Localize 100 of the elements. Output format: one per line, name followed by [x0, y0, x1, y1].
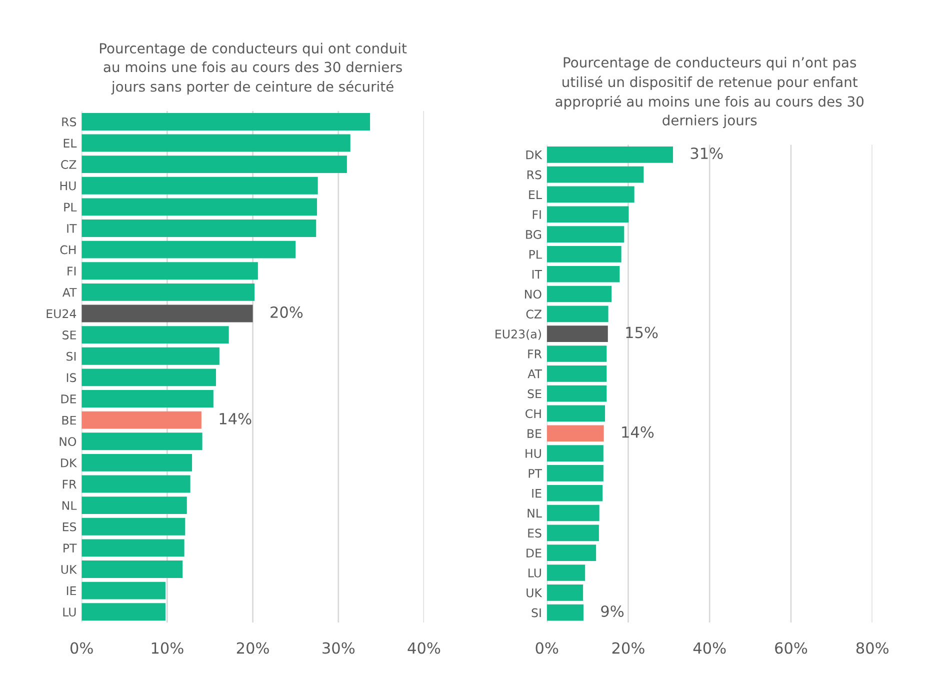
bar — [82, 368, 216, 386]
y-tick-label: FI — [68, 266, 76, 276]
y-tick-label: RS — [62, 117, 76, 126]
data-label: 15% — [626, 326, 658, 338]
y-tick-label: DE — [61, 394, 76, 404]
y-tick-label: DE — [526, 548, 542, 558]
bar — [82, 539, 184, 557]
y-tick-label: EU24 — [46, 309, 76, 318]
data-label: 14% — [622, 426, 654, 438]
bar — [82, 390, 214, 408]
x-tick-label: 60% — [775, 642, 808, 654]
bar — [82, 304, 253, 322]
bar — [546, 425, 604, 442]
y-tick-label: DK — [61, 458, 77, 468]
y-tick-label: HU — [526, 449, 541, 458]
bar — [82, 326, 229, 344]
bar — [82, 220, 316, 237]
bar — [82, 475, 190, 493]
bar — [82, 496, 187, 514]
bar — [546, 186, 634, 203]
bar — [82, 347, 220, 365]
x-tick-label: 10% — [152, 642, 184, 654]
y-tick-label: NO — [60, 437, 76, 446]
chart-title: Pourcentage de conducteurs qui n’ont pas utilisé un dispositif de retenue pour enfant approprié au moins une fois au cours des 30 derniers jours — [556, 56, 864, 128]
bar — [546, 564, 586, 581]
y-tick-label: LU — [63, 608, 76, 617]
bar — [546, 326, 608, 342]
bar — [546, 604, 584, 621]
y-tick-label: EL — [64, 138, 77, 148]
y-tick-label: NL — [528, 508, 542, 518]
y-tick-label: BG — [526, 230, 542, 239]
bar — [546, 166, 644, 183]
x-tick-label: 40% — [693, 642, 726, 654]
y-tick-label: CZ — [61, 160, 76, 169]
bar — [82, 283, 255, 301]
x-tick-label: 20% — [236, 642, 269, 654]
y-tick-label: CH — [526, 409, 541, 418]
y-tick-label: FI — [532, 210, 541, 219]
bar — [546, 484, 603, 502]
y-tick-label: IS — [66, 373, 76, 382]
y-tick-label: SE — [62, 330, 76, 340]
bar — [82, 560, 183, 578]
x-tick-label: 30% — [322, 642, 355, 654]
y-tick-label: LU — [528, 568, 541, 578]
bar — [546, 504, 600, 522]
bar — [82, 198, 317, 216]
bar — [82, 582, 166, 600]
chart-title: Pourcentage de conducteurs qui ont conduit au moins une fois au cours des 30 derniers jours sans porter de ceinture de sécurité — [100, 42, 407, 94]
y-tick-label: PL — [529, 250, 542, 259]
y-tick-label: IT — [67, 224, 77, 233]
y-tick-label: RS — [527, 170, 542, 180]
bar — [82, 454, 192, 472]
y-tick-label: ES — [62, 522, 76, 532]
y-tick-label: NL — [62, 501, 77, 510]
y-tick-label: NO — [525, 290, 542, 299]
bar — [82, 411, 202, 429]
x-tick-label: 80% — [856, 642, 888, 654]
bar — [546, 206, 629, 223]
bar — [82, 262, 258, 280]
y-tick-label: PT — [64, 544, 77, 552]
bar — [546, 365, 607, 382]
y-tick-label: BE — [62, 416, 76, 425]
y-tick-label: HU — [60, 182, 76, 190]
y-tick-label: EL — [529, 190, 542, 199]
x-tick-label: 20% — [612, 642, 644, 654]
y-tick-label: SI — [532, 608, 541, 618]
y-tick-label: IT — [532, 270, 542, 279]
bar — [82, 156, 347, 174]
y-tick-label: DK — [526, 150, 542, 160]
bar — [546, 465, 604, 482]
bar — [546, 385, 607, 402]
bar — [546, 246, 622, 262]
bar — [546, 146, 673, 163]
bar — [546, 544, 596, 562]
data-label: 9% — [601, 605, 624, 618]
bar — [82, 134, 350, 152]
bar — [546, 306, 608, 322]
y-tick-label: IE — [66, 586, 76, 596]
bar — [82, 603, 166, 621]
bar — [546, 445, 604, 462]
bar — [82, 518, 186, 536]
y-tick-label: CZ — [526, 310, 542, 319]
y-tick-label: FR — [528, 350, 542, 358]
bar — [82, 432, 202, 450]
bar — [82, 240, 296, 258]
y-tick-label: IE — [532, 488, 542, 498]
y-tick-label: SI — [66, 352, 76, 361]
x-tick-label: 40% — [408, 642, 440, 654]
bar — [82, 176, 318, 194]
y-tick-label: PL — [64, 202, 77, 212]
data-label: 31% — [690, 148, 723, 160]
bar — [546, 584, 584, 601]
data-label: 14% — [220, 412, 252, 424]
x-tick-label: 0% — [70, 642, 93, 654]
bar — [546, 405, 606, 422]
y-tick-label: SE — [528, 389, 542, 398]
y-tick-label: EU23(a) — [496, 329, 541, 340]
data-label: 20% — [270, 306, 303, 318]
y-tick-label: AT — [62, 288, 77, 297]
bar — [546, 226, 624, 242]
